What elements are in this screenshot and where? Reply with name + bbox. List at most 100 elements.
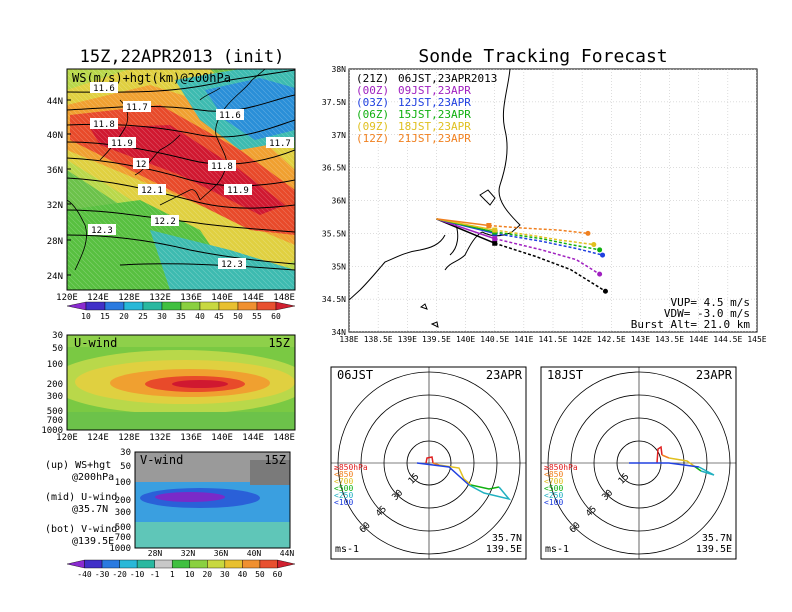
map-lon-tick: 128E xyxy=(118,293,140,303)
map-lat-tick: 44N xyxy=(47,97,63,107)
colorbar-swatch xyxy=(154,559,173,569)
track-end-point xyxy=(591,242,597,248)
contour-label: 11.7 xyxy=(269,139,291,149)
param-burst: Burst Alt= 21.0 km xyxy=(631,318,751,331)
contour-label: 11.6 xyxy=(93,84,115,94)
map-lon-tick: 124E xyxy=(87,293,109,303)
legend-text: 15JST,23APR xyxy=(398,108,471,121)
colorbar-tick: 45 xyxy=(214,312,224,321)
hodo-trace xyxy=(416,462,470,486)
map-panel-label: WS(m/s)+hgt(km)@200hPa xyxy=(72,71,231,85)
hodo-layer-label: <850 xyxy=(544,470,563,479)
note-line-3b: @139.5E xyxy=(72,536,114,547)
colorbar-tick: 60 xyxy=(271,312,281,321)
contour-label: 11.8 xyxy=(93,120,115,130)
map-lat-tick: 28N xyxy=(47,237,63,247)
track-lon-tick: 142E xyxy=(573,335,592,344)
legend-code: (09Z) xyxy=(356,120,389,133)
u-lon-tick: 120E xyxy=(56,433,78,443)
contour-label: 11.9 xyxy=(227,186,249,196)
legend-code: (00Z) xyxy=(356,84,389,97)
colorbar-tick: 10 xyxy=(81,312,91,321)
colorbar-tick: 20 xyxy=(202,570,212,579)
hodo-layer-label: ≥850hPa xyxy=(544,463,578,472)
note-line-2b: @35.7N xyxy=(72,504,108,515)
v-pressure-tick: 50 xyxy=(120,462,131,472)
colorbar-tick: 35 xyxy=(176,312,186,321)
track-lat-tick: 37.5N xyxy=(322,98,346,107)
colorbar-tick: 60 xyxy=(273,570,283,579)
track-panel: (21Z) 06JST,23APR2013 (00Z) 09JST,23APR (03Z… xyxy=(322,65,767,344)
notes: (up) WS+hgt @200hPa (mid) U-wind @35.7N … xyxy=(45,460,117,547)
colorbar-swatch xyxy=(66,559,85,569)
colorbar-swatch xyxy=(199,301,220,311)
u-pressure-tick: 700 xyxy=(47,416,63,426)
legend-text: 06JST,23APR2013 xyxy=(398,72,497,85)
colorbar-tick: 1 xyxy=(170,570,175,579)
colorbar-swatch xyxy=(207,559,226,569)
hodo-trace xyxy=(425,456,434,464)
colorbar-swatch xyxy=(259,559,278,569)
colorbar-tick: -20 xyxy=(112,570,127,579)
hodo-trace xyxy=(629,462,700,468)
legend-text: 21JST,23APR xyxy=(398,132,471,145)
hodo-lon: 139.5E xyxy=(486,544,522,555)
track-line-dashed xyxy=(494,229,594,246)
track-lon-tick: 138.5E xyxy=(364,335,393,344)
map-colorbar: 10 15 20 25 30 35 40 45 50 55 60 xyxy=(66,301,296,321)
colorbar-swatch xyxy=(104,301,125,311)
u-wind-time: 15Z xyxy=(268,336,290,350)
left-main-title: 15Z,22APR2013 (init) xyxy=(80,47,285,67)
v-pressure-tick: 700 xyxy=(115,533,131,543)
v-lat-tick: 32N xyxy=(181,549,196,558)
track-line-dashed xyxy=(494,242,606,292)
track-lon-tick: 141E xyxy=(514,335,533,344)
colorbar-swatch xyxy=(84,559,103,569)
track-lon-tick: 144.5E xyxy=(713,335,742,344)
track-lat-tick: 34N xyxy=(332,328,347,337)
colorbar-swatch xyxy=(242,559,261,569)
note-line-3a: (bot) V-wind xyxy=(45,524,117,535)
colorbar-tick: 20 xyxy=(119,312,129,321)
colorbar-tick: -30 xyxy=(95,570,110,579)
colorbar-swatch xyxy=(85,301,106,311)
contour-labels: 11.6 11.7 11.8 11.9 12 12.1 12.2 12.3 11.6 11.7 11… xyxy=(88,82,294,270)
hodo-trace xyxy=(661,454,670,459)
contour-label: 11.9 xyxy=(111,139,133,149)
map-lat-tick: 24N xyxy=(47,272,63,282)
hodo-trace xyxy=(432,462,440,466)
track-marker xyxy=(486,222,492,228)
u-pressure-tick: 200 xyxy=(47,380,63,390)
colorbar-tick: -40 xyxy=(77,570,92,579)
track-lon-tick: 139E xyxy=(398,335,417,344)
track-lon-tick: 143.5E xyxy=(655,335,684,344)
hodo-time: 06JST xyxy=(337,368,373,382)
colorbar-swatch xyxy=(237,301,258,311)
map-lat-tick: 40N xyxy=(47,131,63,141)
colorbar-tick: 40 xyxy=(238,570,248,579)
colorbar-tick: -10 xyxy=(130,570,145,579)
colorbar-tick: 30 xyxy=(220,570,230,579)
hodo-trace xyxy=(698,466,715,476)
hodo-layer-label: <700 xyxy=(544,477,563,486)
legend-code: (12Z) xyxy=(356,132,389,145)
hodo-unit: ms-1 xyxy=(335,544,359,555)
track-lat-tick: 35.5N xyxy=(322,229,346,238)
u-pressure-tick: 50 xyxy=(52,344,63,354)
v-lat-tick: 36N xyxy=(214,549,229,558)
track-lon-tick: 142.5E xyxy=(597,335,626,344)
track-end-point xyxy=(597,271,603,277)
legend-text: 12JST,23APR xyxy=(398,96,471,109)
param-vup: VUP= 4.5 m/s xyxy=(671,296,750,309)
u-lon-tick: 140E xyxy=(211,433,233,443)
colorbar-swatch xyxy=(142,301,163,311)
colorbar-tick: 25 xyxy=(138,312,148,321)
hodo-trace xyxy=(668,457,695,467)
u-pressure-tick: 500 xyxy=(47,407,63,417)
contour-label: 11.8 xyxy=(211,162,233,172)
track-lat-tick: 34.5N xyxy=(322,295,346,304)
contour-label: 11.6 xyxy=(219,111,241,121)
map-lat-ticks: 44N 40N 36N 32N 28N 24N xyxy=(47,97,71,282)
